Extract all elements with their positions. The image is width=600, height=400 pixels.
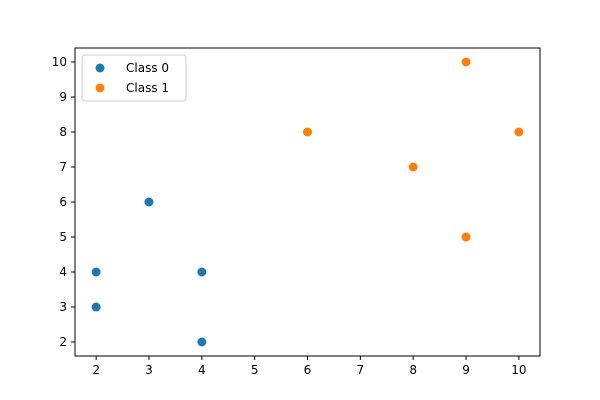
scatter-point-class-1 <box>461 232 471 242</box>
scatter-point-class-1 <box>461 57 471 67</box>
legend-label: Class 1 <box>126 81 169 95</box>
plot-frame <box>74 47 541 357</box>
y-tick-label: 3 <box>59 300 67 314</box>
x-tick-label: 5 <box>251 363 259 377</box>
y-tick-label: 5 <box>59 230 67 244</box>
y-tick-label: 8 <box>59 125 67 139</box>
legend-marker <box>95 83 105 93</box>
legend-box <box>81 54 187 102</box>
x-tick-label: 8 <box>409 363 417 377</box>
scatter-point-class-1 <box>303 127 312 137</box>
y-tick-label: 9 <box>59 90 67 104</box>
y-tick-label: 4 <box>59 265 67 279</box>
y-tick-label: 7 <box>59 160 67 174</box>
y-tick-label: 6 <box>59 195 67 209</box>
scatter-point-class-0 <box>144 197 154 207</box>
ticks-layer: 2 3 4 5 6 7 8 9 10 2 3 4 5 6 7 8 9 10 <box>52 55 527 377</box>
y-tick-label: 10 <box>52 55 67 69</box>
scatter-point-class-0 <box>197 267 207 277</box>
x-tick-label: 2 <box>92 363 100 377</box>
scatter-point-class-0 <box>91 302 101 312</box>
y-tick-label: 2 <box>59 335 67 349</box>
points-layer <box>91 57 524 347</box>
scatter-point-class-1 <box>514 127 524 137</box>
scatter-point-class-1 <box>408 162 418 172</box>
legend-label: Class 0 <box>126 61 169 75</box>
legend-marker <box>95 63 105 73</box>
legend: Class 0 Class 1 <box>81 54 187 102</box>
x-tick-label: 9 <box>462 363 470 377</box>
x-tick-label: 7 <box>357 363 365 377</box>
x-tick-label: 6 <box>304 363 312 377</box>
x-tick-label: 10 <box>511 363 526 377</box>
x-tick-label: 4 <box>198 363 206 377</box>
scatter-point-class-0 <box>91 267 101 277</box>
x-tick-label: 3 <box>145 363 153 377</box>
scatter-point-class-0 <box>197 337 207 347</box>
